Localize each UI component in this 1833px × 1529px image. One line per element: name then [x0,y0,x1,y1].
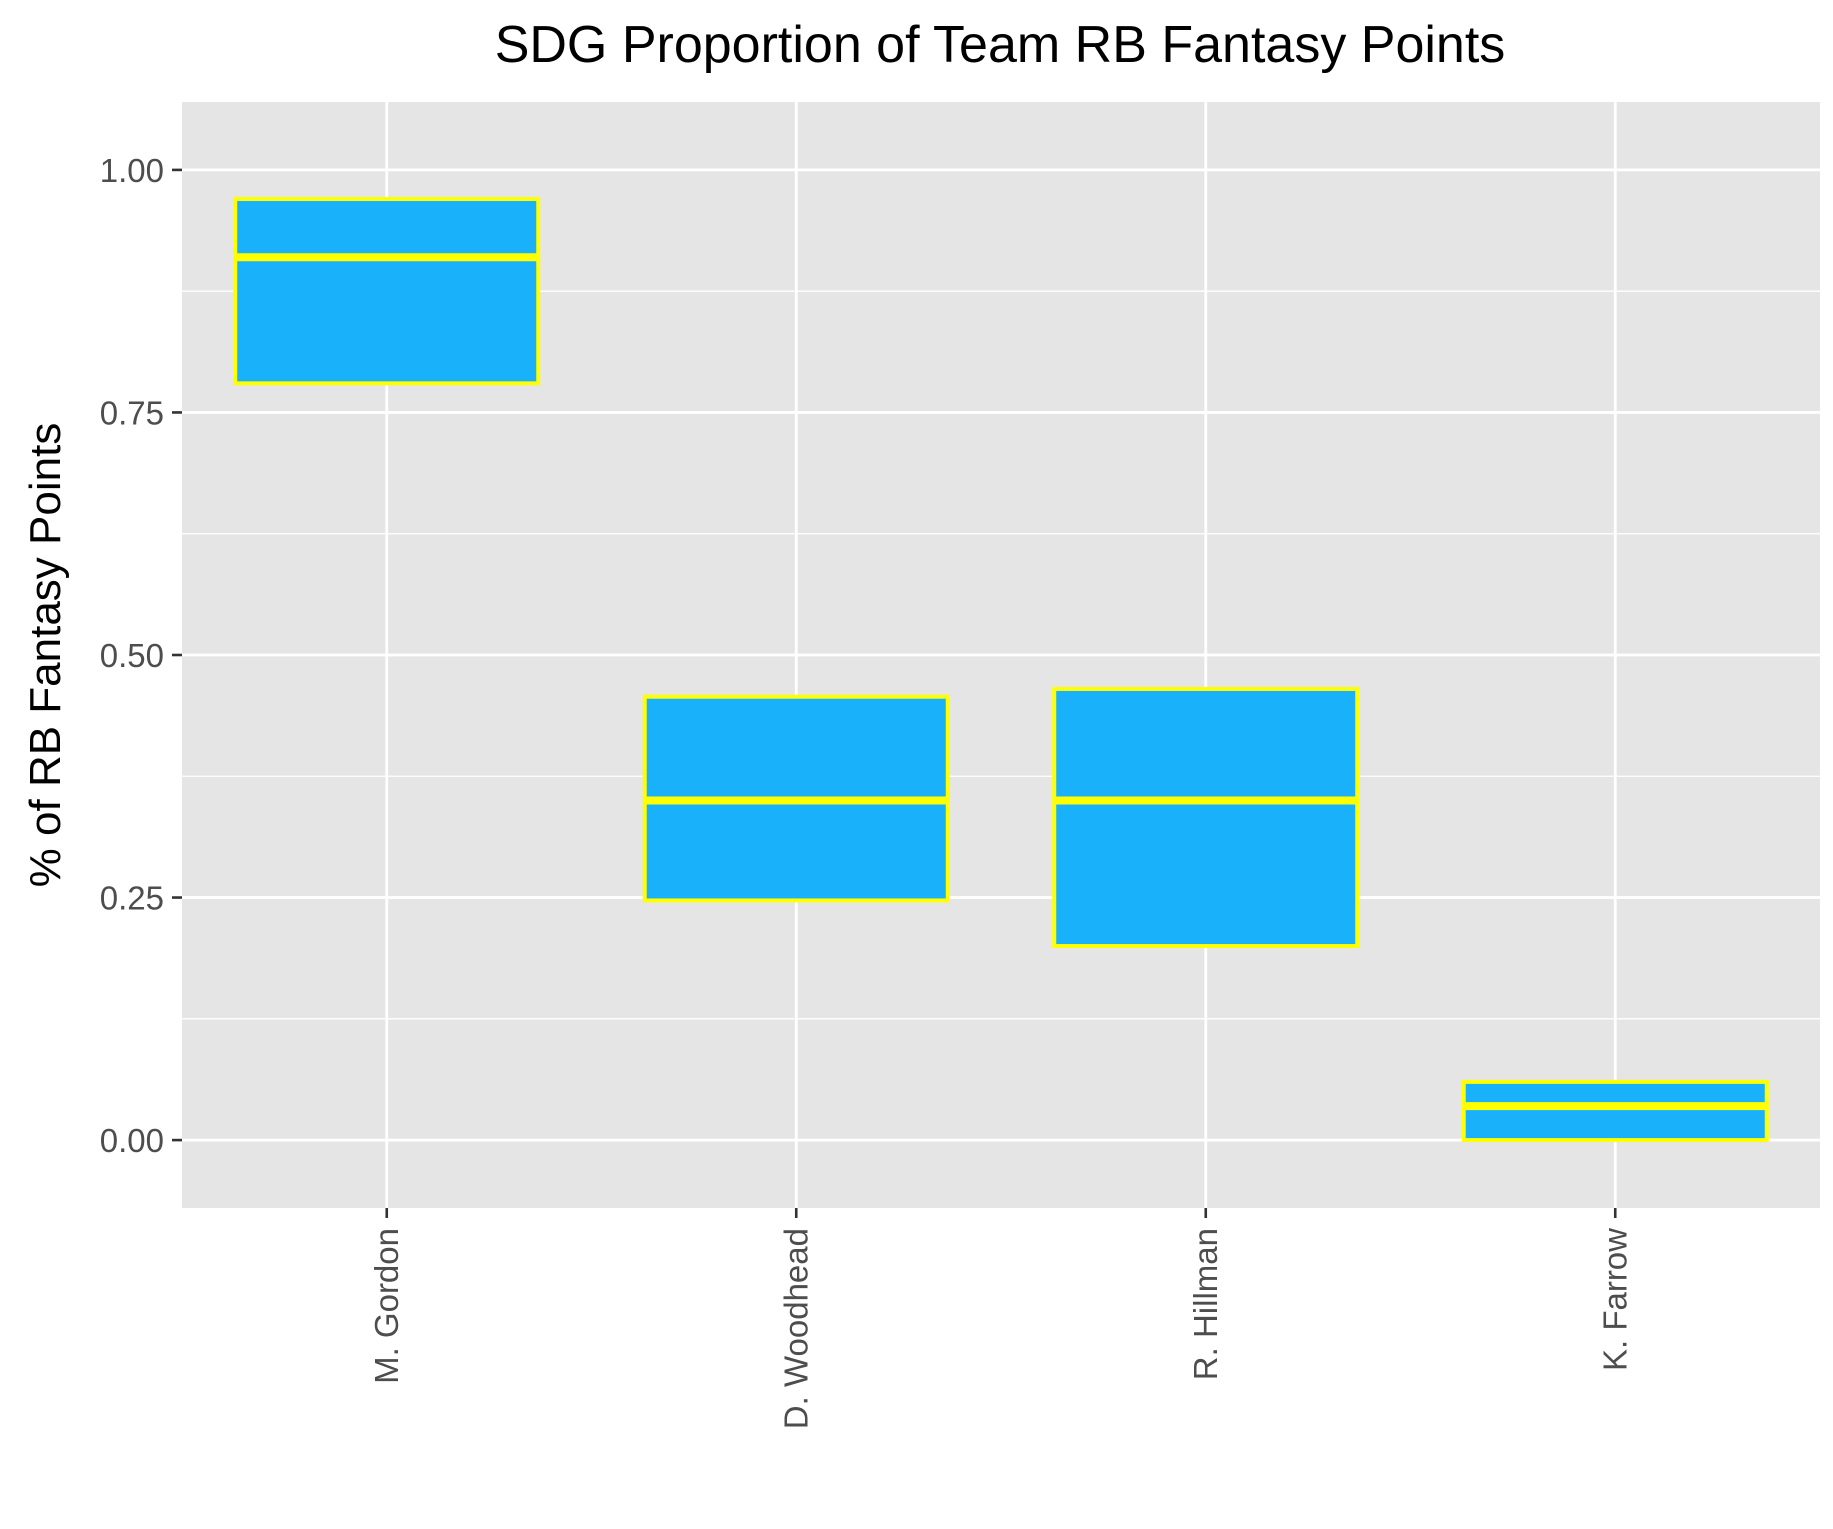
y-axis-title: % of RB Fantasy Points [21,423,70,888]
y-tick-label: 0.75 [100,394,164,431]
box-r-hillman [1052,686,1360,949]
x-tick-label: M. Gordon [368,1228,405,1384]
x-tick-label: K. Farrow [1596,1228,1633,1371]
chart-title: SDG Proportion of Team RB Fantasy Points [495,16,1506,74]
x-tick-label: D. Woodhead [777,1228,814,1429]
box-k-farrow [1461,1079,1769,1143]
box-body [1052,686,1360,949]
x-tick-label: R. Hillman [1187,1228,1224,1380]
box-d-woodhead [642,694,950,903]
y-tick-label: 0.50 [100,637,164,674]
axes: 0.00 0.25 0.50 0.75 1.00 M. Gordon D. Woodhead… [100,152,1633,1429]
grid-lines [182,102,1820,1208]
box-body [233,197,541,386]
y-tick-label: 0.00 [100,1122,164,1159]
y-tick-label: 1.00 [100,152,164,189]
box-m-gordon [233,197,541,386]
boxes [233,197,1769,1143]
box-body [1461,1079,1769,1143]
y-tick-label: 0.25 [100,880,164,917]
